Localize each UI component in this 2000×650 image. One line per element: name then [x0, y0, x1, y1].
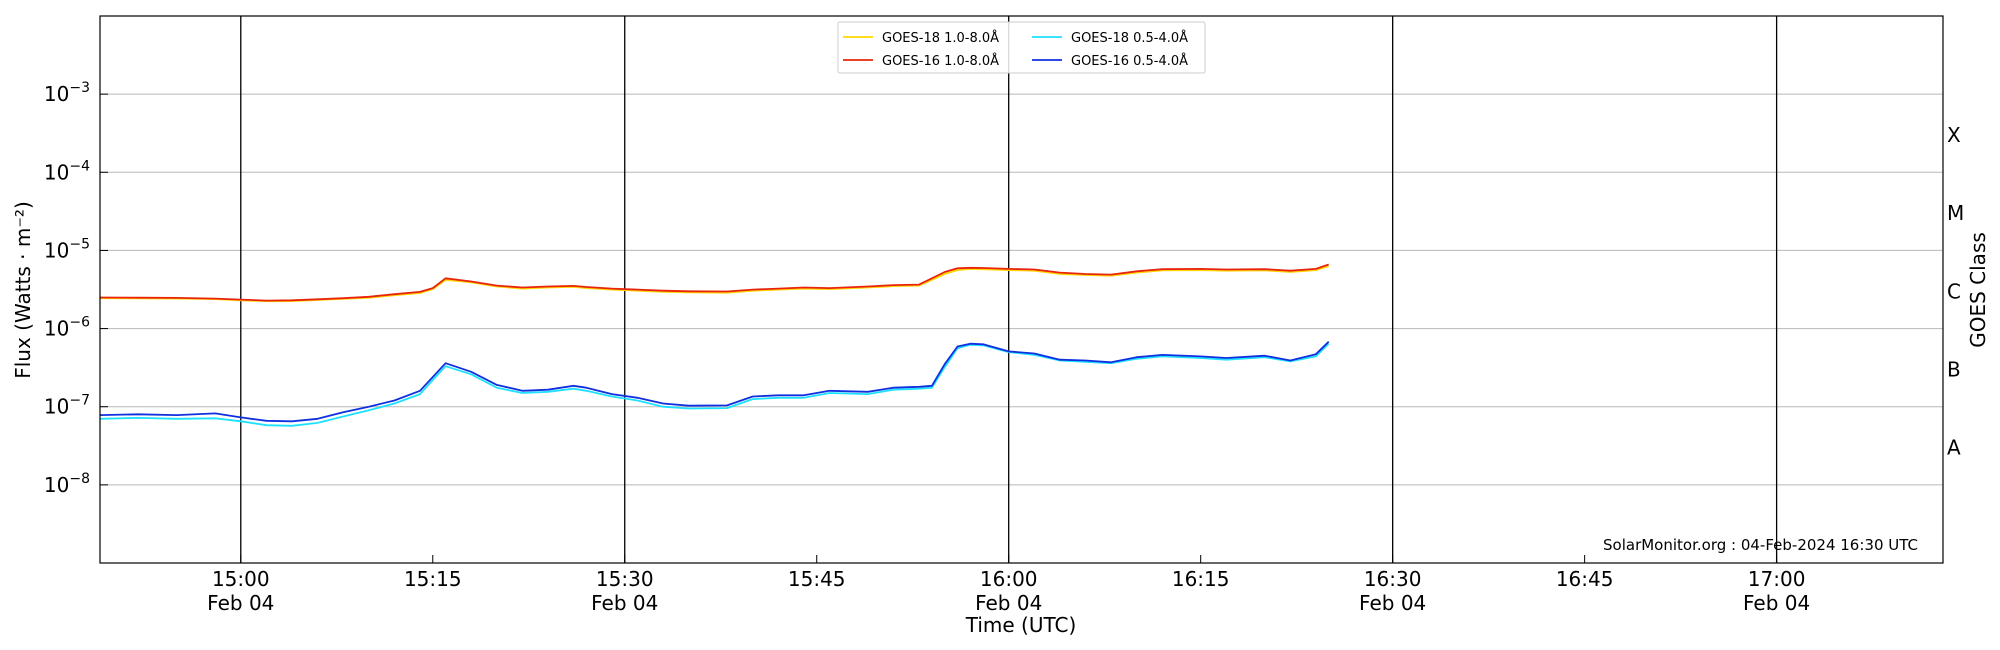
goes-class-labels: A B C M X — [1947, 123, 1964, 460]
y-tick-label: 10−4 — [44, 158, 90, 184]
x-tick-time-label: 15:45 — [788, 567, 846, 591]
y-tick-label: 10−3 — [44, 80, 90, 106]
x-tick-time-label: 16:00 — [980, 567, 1038, 591]
x-tick-date-label: Feb 04 — [1359, 591, 1426, 615]
x-tick-date-label: Feb 04 — [591, 591, 658, 615]
x-tick-date-label: Feb 04 — [975, 591, 1042, 615]
goes-class-b: B — [1947, 357, 1961, 381]
x-tick-date-label: Feb 04 — [1743, 591, 1810, 615]
goes-class-axis-label: GOES Class — [1966, 232, 1990, 348]
series-line-3 — [99, 343, 1330, 427]
legend-label: GOES-18 1.0-8.0Å — [882, 30, 999, 46]
vertical-time-lines — [240, 16, 1778, 563]
goes-class-a: A — [1947, 436, 1961, 460]
y-axis-ticks: 10−8 10−7 10−6 10−5 10−4 10−3 — [44, 80, 108, 497]
x-tick-time-label: 16:45 — [1556, 567, 1614, 591]
x-tick-time-label: 15:30 — [596, 567, 654, 591]
horizontal-grid — [100, 93, 1943, 486]
x-tick-date-label: Feb 04 — [207, 591, 274, 615]
legend: GOES-18 1.0-8.0Å GOES-16 1.0-8.0Å GOES-18 … — [837, 21, 1206, 74]
x-tick-time-label: 15:00 — [212, 567, 270, 591]
y-tick-label: 10−6 — [44, 315, 90, 341]
goes-class-x: X — [1947, 123, 1961, 147]
goes-class-c: C — [1947, 279, 1961, 303]
legend-box — [837, 21, 1206, 74]
legend-label: GOES-16 1.0-8.0Å — [882, 53, 999, 69]
flux-series — [99, 263, 1330, 427]
credit-text: SolarMonitor.org : 04-Feb-2024 16:30 UTC — [1603, 536, 1918, 554]
x-axis-label: Time (UTC) — [965, 613, 1077, 637]
x-tick-time-label: 16:15 — [1172, 567, 1230, 591]
goes-class-m: M — [1947, 201, 1964, 225]
x-tick-time-label: 15:15 — [404, 567, 462, 591]
x-tick-time-label: 16:30 — [1364, 567, 1422, 591]
y-axis-label: Flux (Watts · m⁻²) — [11, 201, 35, 379]
y-tick-label: 10−8 — [44, 471, 90, 497]
legend-label: GOES-18 0.5-4.0Å — [1071, 30, 1188, 46]
series-line-2 — [99, 263, 1329, 302]
series-line-4 — [99, 341, 1330, 423]
y-tick-label: 10−7 — [44, 393, 90, 419]
legend-label: GOES-16 0.5-4.0Å — [1071, 53, 1188, 69]
y-tick-label: 10−5 — [44, 236, 90, 262]
x-tick-time-label: 17:00 — [1748, 567, 1806, 591]
plot-frame — [99, 15, 1944, 564]
